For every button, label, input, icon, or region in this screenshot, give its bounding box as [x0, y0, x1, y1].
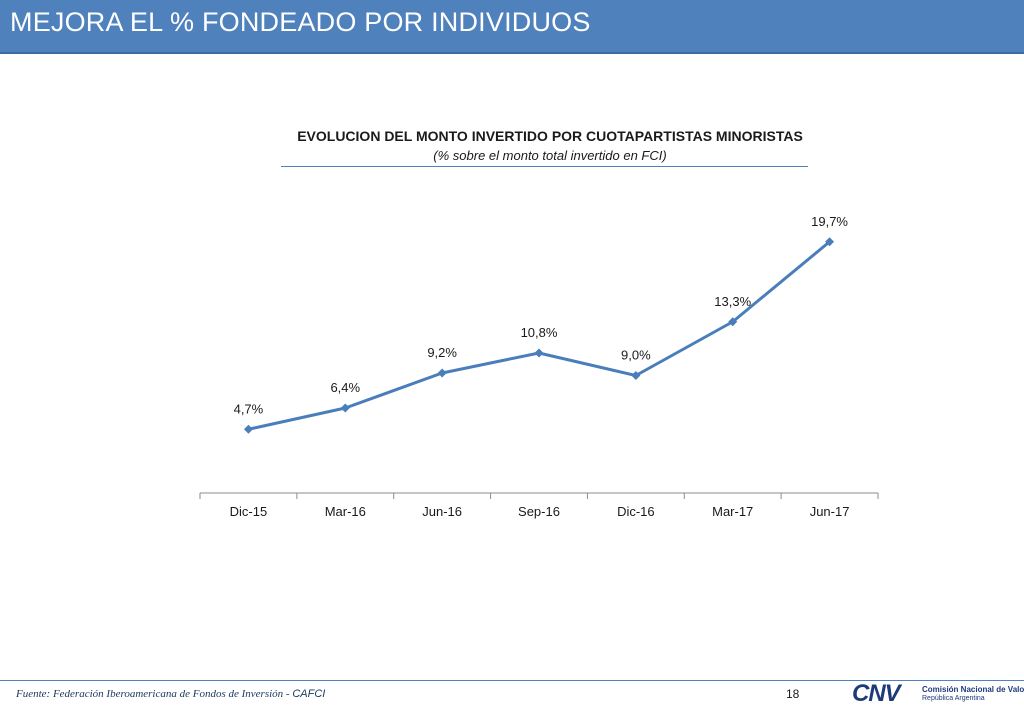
x-axis-labels: Dic-15 Mar-16 Jun-16 Sep-16 Dic-16 Mar-17 Jun-…: [230, 504, 850, 519]
page-number: 18: [786, 687, 800, 701]
x-tick-label: Jun-17: [810, 504, 850, 519]
chart-title: EVOLUCION DEL MONTO INVERTIDO POR CUOTAP…: [297, 128, 803, 144]
cnv-logo: CNV Comisión Nacional de Valores Repúbli…: [852, 680, 1024, 707]
source-org: CAFCI: [292, 688, 326, 700]
logo-mark: CNV: [852, 680, 901, 707]
x-tick-label: Sep-16: [518, 504, 560, 519]
x-tick-label: Mar-17: [712, 504, 753, 519]
data-point: [631, 371, 641, 380]
data-label: 19,7%: [811, 214, 848, 229]
series-markers: [243, 237, 835, 434]
data-label: 4,7%: [234, 401, 264, 416]
data-point: [437, 368, 447, 378]
data-label: 13,3%: [714, 294, 751, 309]
source-note: Fuente: Federación Iberoamericana de Fon…: [16, 688, 325, 700]
data-point: [340, 403, 350, 413]
data-labels: 4,7% 6,4% 9,2% 10,8% 9,0% 13,3% 19,7%: [234, 214, 849, 417]
slide-title: MEJORA EL % FONDEADO POR INDIVIDUOS: [10, 7, 591, 37]
chart-subtitle: (% sobre el monto total invertido en FCI…: [433, 148, 667, 163]
data-point: [825, 237, 835, 247]
footer-divider: [0, 680, 1024, 681]
logo-name: Comisión Nacional de Valores: [922, 685, 1024, 694]
data-point: [728, 317, 738, 327]
header-bar: MEJORA EL % FONDEADO POR INDIVIDUOS: [0, 0, 1024, 54]
data-label: 6,4%: [330, 380, 360, 395]
x-tick-label: Dic-15: [230, 504, 268, 519]
source-prefix: Fuente: Federación Iberoamericana de Fon…: [16, 688, 293, 700]
x-axis-ticks: [199, 493, 879, 499]
data-label: 10,8%: [521, 325, 558, 340]
data-label: 9,0%: [621, 348, 651, 363]
data-point: [534, 348, 544, 358]
logo-country: República Argentina: [922, 695, 985, 702]
x-tick-label: Mar-16: [325, 504, 366, 519]
chart-title-divider: [281, 166, 808, 167]
data-label: 9,2%: [427, 345, 457, 360]
data-point: [243, 424, 253, 434]
x-tick-label: Jun-16: [422, 504, 462, 519]
x-tick-label: Dic-16: [617, 504, 655, 519]
